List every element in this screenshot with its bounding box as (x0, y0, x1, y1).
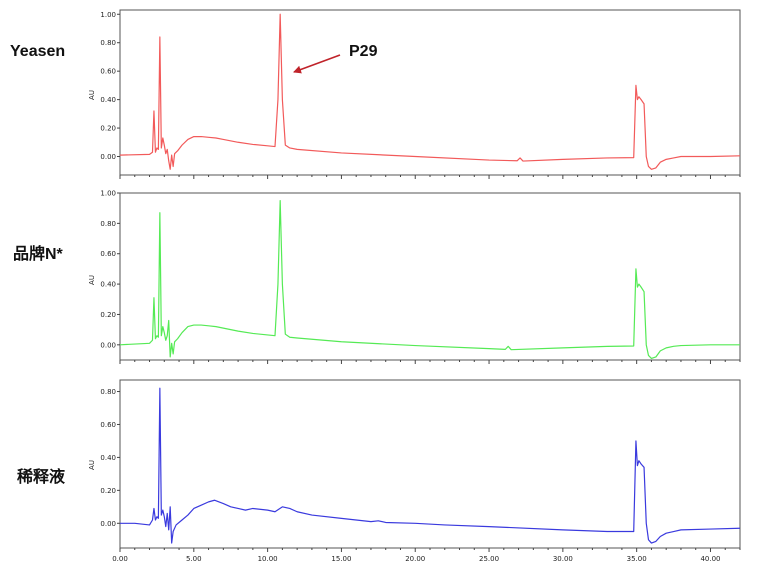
y-axis-label: AU (88, 275, 96, 285)
x-tick-label: 20.00 (405, 555, 425, 563)
x-tick-label: 5.00 (186, 555, 202, 563)
x-tick-label: 10.00 (258, 555, 278, 563)
plot-frame (119, 9, 741, 176)
y-tick-label: 0.00 (100, 341, 116, 349)
panel-yeasen: Yeasen AU 0.00 0.20 0.40 0.60 0.80 1.00 (10, 9, 741, 179)
peak-annotation: P29 (293, 43, 378, 74)
panel-diluent: 稀释液 AU 0.00 0.20 0.40 0.60 0.80 0.00 5.00 10.00… (17, 379, 741, 563)
annotation-arrow (293, 54, 341, 74)
y-tick-label: 0.20 (100, 311, 116, 319)
x-tick-label: 40.00 (700, 555, 720, 563)
y-axis-label: AU (88, 90, 96, 100)
y-tick-label: 0.80 (100, 39, 116, 47)
x-tick-label: 0.00 (112, 555, 128, 563)
plot-frame (119, 379, 741, 549)
y-tick-label: 0.20 (100, 487, 116, 495)
y-tick-label: 0.40 (100, 281, 116, 289)
y-tick-label: 0.40 (100, 454, 116, 462)
y-tick-label: 0.00 (100, 520, 116, 528)
y-tick-label: 0.00 (100, 153, 116, 161)
y-tick-label: 0.60 (100, 421, 116, 429)
series-line (119, 13, 741, 170)
y-tick-label: 0.60 (100, 68, 116, 76)
x-tick-label: 35.00 (627, 555, 647, 563)
y-tick-label: 0.80 (100, 220, 116, 228)
plot-frame (119, 192, 741, 361)
x-tick-label: 25.00 (479, 555, 499, 563)
y-tick-label: 0.40 (100, 96, 116, 104)
row-label-brand-n: 品牌N* (13, 244, 64, 263)
x-tick-label: 15.00 (331, 555, 351, 563)
y-tick-label: 1.00 (100, 190, 116, 198)
annotation-label: P29 (349, 43, 378, 60)
series-line (120, 387, 741, 544)
y-axis-label: AU (88, 460, 96, 470)
y-tick-label: 1.00 (100, 11, 116, 19)
y-tick-label: 0.20 (100, 125, 116, 133)
x-tick-label: 30.00 (553, 555, 573, 563)
y-tick-label: 0.80 (100, 388, 116, 396)
series-line (119, 199, 740, 360)
row-label-yeasen: Yeasen (10, 43, 65, 60)
panel-brand-n: 品牌N* AU 0.00 0.20 0.40 0.60 0.80 1.00 (13, 190, 741, 364)
row-label-diluent: 稀释液 (17, 467, 66, 486)
y-tick-label: 0.60 (100, 250, 116, 258)
